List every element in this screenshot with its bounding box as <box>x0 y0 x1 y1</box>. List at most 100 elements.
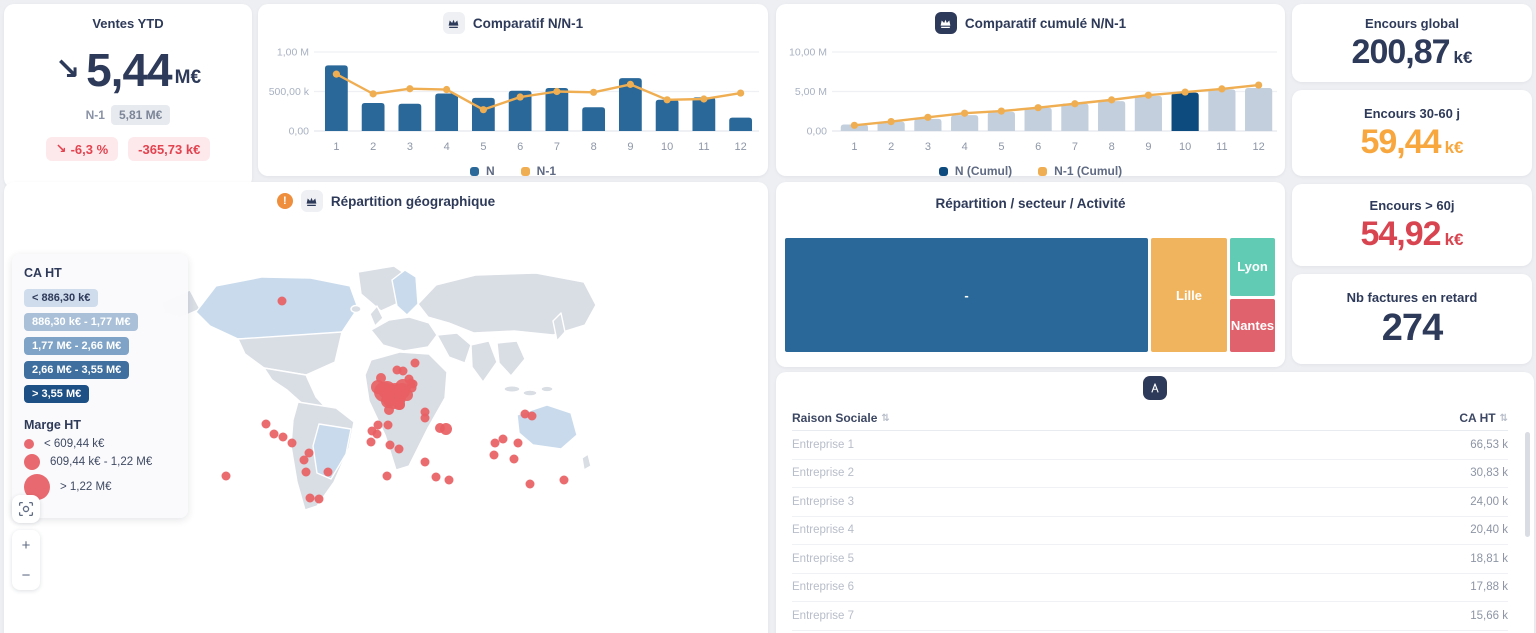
line-point-1[interactable] <box>332 70 340 78</box>
map-bubble[interactable] <box>373 420 383 430</box>
table-row[interactable]: Entreprise 1 66,53 k <box>792 431 1508 460</box>
ca-class-badge[interactable]: < 886,30 k€ <box>24 289 99 307</box>
line-point-2[interactable] <box>887 117 895 126</box>
warning-icon[interactable]: ! <box>276 193 293 209</box>
map-bubble[interactable] <box>498 434 508 444</box>
map-bubble[interactable] <box>314 494 324 504</box>
ca-class-badge[interactable]: 886,30 k€ - 1,77 M€ <box>24 313 139 331</box>
line-point-12[interactable] <box>737 89 745 97</box>
marge-class-row[interactable]: > 1,22 M€ <box>24 474 176 500</box>
line-point-1[interactable] <box>850 121 858 129</box>
line-point-8[interactable] <box>590 88 598 96</box>
line-point-11[interactable] <box>1217 85 1225 93</box>
line-point-10[interactable] <box>663 96 671 104</box>
table-axis-button[interactable] <box>1143 376 1167 400</box>
table-row[interactable]: Entreprise 2 30,83 k <box>792 460 1508 488</box>
country-shape[interactable] <box>263 367 329 411</box>
line-point-9[interactable] <box>626 80 634 88</box>
line-point-7[interactable] <box>553 87 561 96</box>
line-point-10[interactable] <box>1181 88 1189 96</box>
map-bubble[interactable] <box>444 475 454 485</box>
treemap-block-main[interactable]: - <box>785 238 1149 352</box>
bar-12[interactable] <box>1244 88 1272 131</box>
country-shape[interactable] <box>581 453 592 471</box>
country-shape[interactable] <box>470 340 498 383</box>
line-point-4[interactable] <box>960 109 968 117</box>
line-point-3[interactable] <box>923 113 931 121</box>
map-bubble[interactable] <box>394 383 410 399</box>
table-row[interactable]: Entreprise 6 17,88 k <box>792 574 1508 602</box>
map-bubble[interactable] <box>384 405 394 415</box>
map-zoom-in-button[interactable]: + <box>21 536 31 554</box>
map-bubble[interactable] <box>490 438 500 448</box>
bar-11[interactable] <box>1207 89 1235 131</box>
map-bubble[interactable] <box>221 471 231 481</box>
line-point-4[interactable] <box>443 85 451 94</box>
bar-12[interactable] <box>729 117 753 131</box>
bar-7[interactable] <box>545 87 569 131</box>
map-bubble[interactable] <box>269 429 279 439</box>
map-bubble[interactable] <box>420 457 430 467</box>
map-bubble[interactable] <box>440 423 452 435</box>
map-bubble[interactable] <box>527 411 537 421</box>
line-point-12[interactable] <box>1254 81 1262 89</box>
ca-class-badge[interactable]: 1,77 M€ - 2,66 M€ <box>24 337 130 355</box>
bar-5[interactable] <box>471 97 495 131</box>
bar-6[interactable] <box>508 90 532 131</box>
map-bubble[interactable] <box>277 296 287 306</box>
map-bubble[interactable] <box>376 373 386 383</box>
marge-class-row[interactable]: < 609,44 k€ <box>24 438 176 450</box>
map-bubble[interactable] <box>278 432 288 442</box>
line-point-6[interactable] <box>1034 104 1042 112</box>
line-point-7[interactable] <box>1070 100 1078 108</box>
ca-class-badge[interactable]: > 3,55 M€ <box>24 385 90 403</box>
ca-class-badge[interactable]: 2,66 M€ - 3,55 M€ <box>24 361 130 379</box>
map-bubble[interactable] <box>382 471 392 481</box>
table-row[interactable]: Entreprise 7 15,66 k <box>792 602 1508 631</box>
bar-9[interactable] <box>618 78 642 131</box>
line-point-6[interactable] <box>516 93 524 101</box>
map-bubble[interactable] <box>395 400 405 410</box>
line-point-5[interactable] <box>479 106 487 114</box>
map-bubble[interactable] <box>383 420 393 430</box>
map-bubble[interactable] <box>323 467 333 477</box>
map-bubble[interactable] <box>407 383 417 393</box>
legend-item-N-1[interactable]: N-1 <box>520 164 556 178</box>
bar-2[interactable] <box>877 121 905 131</box>
line-point-3[interactable] <box>406 85 414 93</box>
bar-4[interactable] <box>435 93 459 131</box>
bar-1[interactable] <box>324 65 348 131</box>
line-point-5[interactable] <box>997 107 1005 115</box>
bar-3[interactable] <box>913 118 941 131</box>
legend-item-N (Cumul)[interactable]: N (Cumul) <box>938 164 1012 178</box>
map-bubble[interactable] <box>304 448 314 458</box>
map-zoom-out-button[interactable]: − <box>21 566 31 584</box>
treemap-block-lyon[interactable]: Lyon <box>1230 238 1275 296</box>
bar-8[interactable] <box>582 107 606 131</box>
map-bubble[interactable] <box>372 429 382 439</box>
map-bubble[interactable] <box>431 472 441 482</box>
map-bubble[interactable] <box>301 467 311 477</box>
country-shape[interactable] <box>417 272 597 336</box>
map-bubble[interactable] <box>261 419 271 429</box>
country-shape[interactable] <box>370 316 438 352</box>
map-bubble[interactable] <box>385 440 395 450</box>
map-bubble[interactable] <box>287 438 297 448</box>
map-bubble[interactable] <box>513 438 523 448</box>
country-shape[interactable] <box>503 385 521 393</box>
map-bubble[interactable] <box>366 437 376 447</box>
map-bubble[interactable] <box>559 475 569 485</box>
map-bubble[interactable] <box>299 455 309 465</box>
country-shape[interactable] <box>522 389 538 397</box>
map-bubble[interactable] <box>509 454 519 464</box>
line-point-2[interactable] <box>369 90 377 98</box>
bar-7[interactable] <box>1060 103 1088 131</box>
map-bubble[interactable] <box>398 366 408 376</box>
column-header-ca-ht[interactable]: CA HT ⇅ <box>1459 411 1508 425</box>
map-bubble[interactable] <box>305 493 315 503</box>
map-bubble[interactable] <box>410 358 420 368</box>
line-point-8[interactable] <box>1107 96 1115 104</box>
marge-class-row[interactable]: 609,44 k€ - 1,22 M€ <box>24 454 176 470</box>
bar-11[interactable] <box>692 97 716 131</box>
table-row[interactable]: Entreprise 3 24,00 k <box>792 488 1508 517</box>
